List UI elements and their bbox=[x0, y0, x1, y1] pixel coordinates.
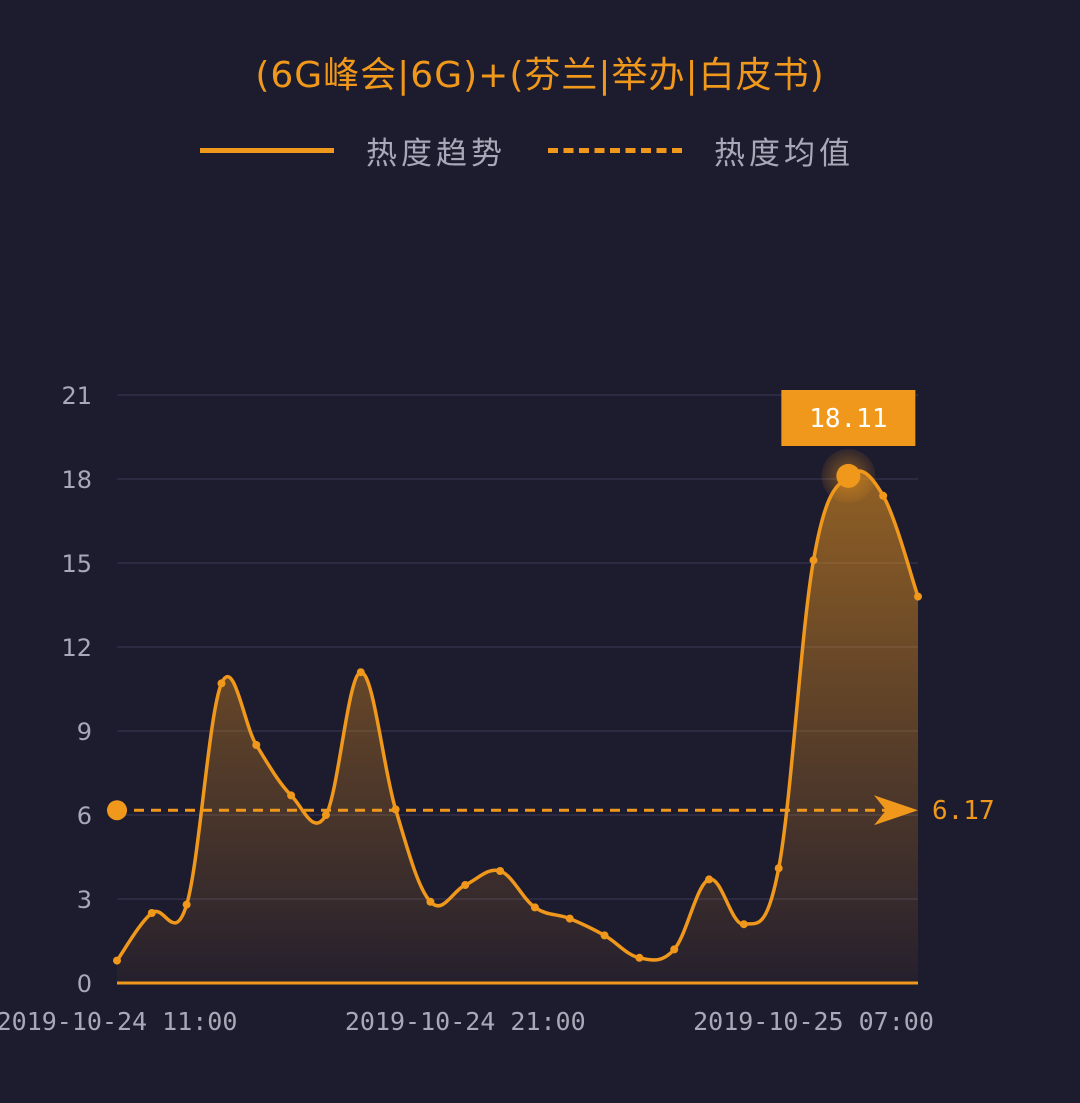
area-layer bbox=[117, 470, 918, 983]
trend-area bbox=[117, 470, 918, 983]
points-layer bbox=[113, 491, 922, 965]
data-point[interactable] bbox=[113, 956, 121, 965]
data-point[interactable] bbox=[496, 867, 505, 875]
data-point[interactable] bbox=[705, 875, 714, 884]
data-point[interactable] bbox=[182, 900, 191, 909]
peak-point[interactable] bbox=[836, 463, 861, 488]
average-layer: 6.17 bbox=[107, 795, 995, 826]
legend-swatch-solid bbox=[200, 147, 334, 153]
x-tick-label: 2019-10-24 21:00 bbox=[345, 1007, 586, 1036]
y-tick-label: 18 bbox=[61, 466, 92, 494]
data-point[interactable] bbox=[774, 864, 783, 873]
data-point[interactable] bbox=[600, 931, 609, 940]
peak-layer: 18.11 bbox=[781, 390, 916, 503]
data-point[interactable] bbox=[914, 592, 922, 601]
data-point[interactable] bbox=[287, 791, 296, 800]
y-tick-label: 12 bbox=[61, 634, 92, 662]
data-point[interactable] bbox=[739, 920, 748, 929]
y-tick-label: 6 bbox=[77, 802, 92, 830]
y-tick-label: 9 bbox=[77, 718, 92, 746]
y-tick-label: 21 bbox=[61, 382, 92, 410]
data-point[interactable] bbox=[356, 668, 365, 677]
y-tick-label: 0 bbox=[77, 970, 92, 998]
peak-value-box bbox=[781, 390, 916, 446]
data-point[interactable] bbox=[217, 679, 226, 688]
y-axis: 0 3 6 9 12 15 18 21 bbox=[61, 382, 92, 998]
data-point[interactable] bbox=[530, 903, 539, 912]
data-point[interactable] bbox=[670, 945, 679, 954]
legend-item-trend[interactable]: 热度趋势 bbox=[200, 128, 506, 172]
y-tick-label: 15 bbox=[61, 550, 92, 578]
average-value-label: 6.17 bbox=[932, 796, 995, 826]
legend-label-average: 热度均值 bbox=[714, 135, 854, 172]
chart-legend: 热度趋势 热度均值 bbox=[0, 128, 1080, 172]
data-point[interactable] bbox=[461, 881, 470, 889]
y-tick-label: 3 bbox=[77, 886, 92, 914]
data-point[interactable] bbox=[321, 811, 330, 819]
data-point[interactable] bbox=[391, 805, 400, 814]
data-point[interactable] bbox=[879, 491, 888, 500]
data-point[interactable] bbox=[147, 909, 156, 917]
data-point[interactable] bbox=[252, 741, 261, 749]
x-tick-label: 2019-10-25 07:00 bbox=[693, 1007, 934, 1036]
x-axis: 2019-10-24 11:00 2019-10-24 21:00 2019-10-… bbox=[0, 1007, 934, 1036]
chart-title: (6G峰会|6G)+(芬兰|举办|白皮书) bbox=[255, 55, 825, 96]
average-start-marker bbox=[107, 800, 127, 821]
x-tick-label: 2019-10-24 11:00 bbox=[0, 1007, 237, 1036]
legend-label-trend: 热度趋势 bbox=[366, 135, 506, 172]
peak-value-label: 18.11 bbox=[809, 404, 887, 434]
data-point[interactable] bbox=[635, 953, 644, 962]
data-point[interactable] bbox=[426, 897, 435, 906]
legend-swatch-dashed bbox=[548, 147, 682, 153]
data-point[interactable] bbox=[809, 556, 818, 565]
data-point[interactable] bbox=[565, 914, 574, 923]
average-arrow-icon bbox=[874, 795, 918, 826]
legend-item-average[interactable]: 热度均值 bbox=[548, 128, 854, 172]
